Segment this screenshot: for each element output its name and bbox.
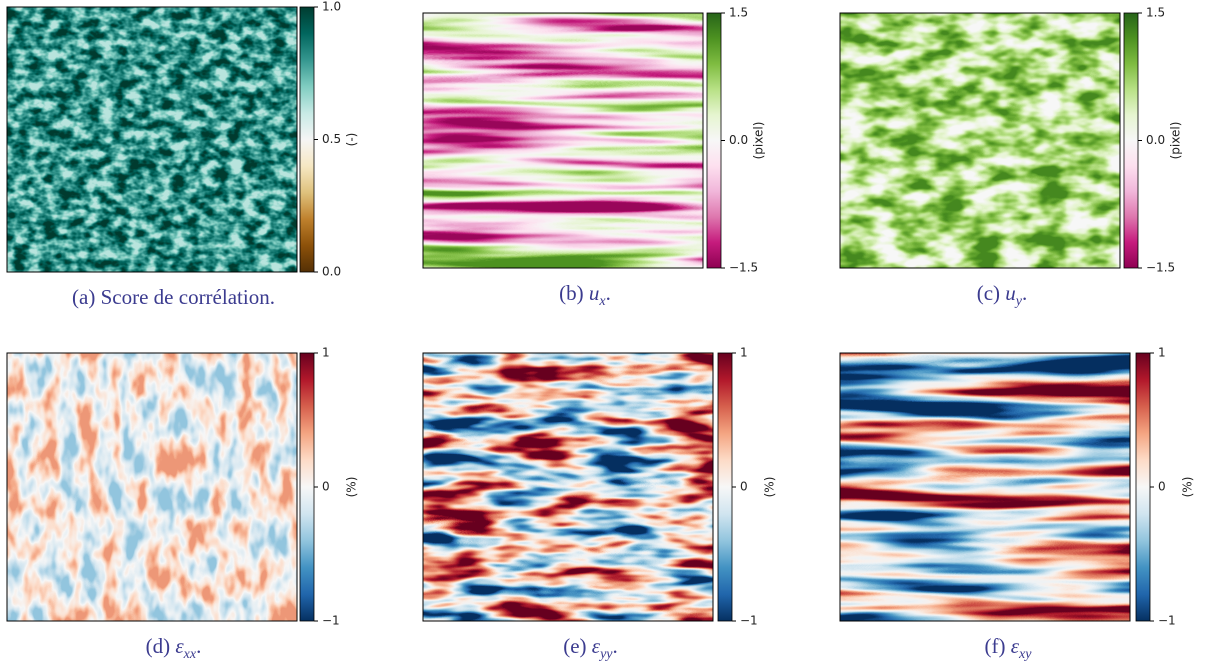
colorbar xyxy=(706,12,722,269)
caption: (c) uy. xyxy=(977,281,1028,309)
colorbar xyxy=(717,352,733,622)
caption-end: . xyxy=(1022,281,1027,305)
colorbar-tick-label: 1.0 xyxy=(322,0,341,14)
colorbar-label: (pixel) xyxy=(1169,122,1183,160)
caption: (d) εxx. xyxy=(146,634,202,662)
caption-end: . xyxy=(613,634,618,658)
caption: (b) ux. xyxy=(559,281,611,309)
plot-frame xyxy=(6,6,298,273)
heatmap-image xyxy=(7,7,297,272)
colorbar xyxy=(299,352,315,622)
colorbar xyxy=(1135,352,1151,622)
plot-frame xyxy=(839,12,1121,269)
caption-end: . xyxy=(606,281,611,305)
caption-label: (a) xyxy=(72,285,95,309)
colorbar-tick-label: −1.5 xyxy=(729,261,758,275)
colorbar-tick-label: −1 xyxy=(322,614,340,628)
colorbar xyxy=(299,6,315,273)
caption-symbol: ε xyxy=(175,634,184,658)
caption: (e) εyy. xyxy=(563,634,618,662)
colorbar-tick-label: 1 xyxy=(740,346,748,360)
colorbar-tick-label: −1 xyxy=(740,614,758,628)
caption-subscript: xx xyxy=(183,647,197,662)
caption-label: (d) xyxy=(146,634,171,658)
caption-label: (b) xyxy=(559,281,584,305)
colorbar-tick-label: 1 xyxy=(322,346,330,360)
caption-subscript: xy xyxy=(1018,647,1032,662)
colorbar-label: (%) xyxy=(1181,477,1195,498)
colorbar-label: (-) xyxy=(345,133,359,147)
heatmap-image xyxy=(423,353,713,621)
colorbar-tick-label: 0.0 xyxy=(322,265,341,279)
colorbar xyxy=(1123,12,1139,269)
caption-symbol: ε xyxy=(1011,634,1020,658)
caption-subscript: yy xyxy=(598,647,613,662)
colorbar-label: (%) xyxy=(763,477,777,498)
caption-symbol: ε xyxy=(592,634,601,658)
plot-frame xyxy=(6,352,298,622)
heatmap-image xyxy=(7,353,297,621)
plot-frame xyxy=(422,12,704,269)
colorbar-label: (pixel) xyxy=(752,122,766,160)
caption-symbol: u xyxy=(1005,281,1016,305)
colorbar-tick-label: 1.5 xyxy=(1146,6,1165,20)
colorbar-tick-label: 0.0 xyxy=(729,133,748,147)
caption-label: (f) xyxy=(985,634,1006,658)
colorbar-tick-label: 0 xyxy=(1158,480,1166,494)
caption-label: (c) xyxy=(977,281,1000,305)
caption-subscript: x xyxy=(598,294,606,309)
caption-text: Score de corrélation. xyxy=(101,285,275,309)
colorbar-tick-label: 1 xyxy=(1158,346,1166,360)
caption-symbol: u xyxy=(589,281,600,305)
caption: (f) εxy xyxy=(985,634,1033,662)
heatmap-image xyxy=(840,13,1120,268)
heatmap-image xyxy=(423,13,703,268)
caption-end: . xyxy=(196,634,201,658)
colorbar-tick-label: 0.0 xyxy=(1146,133,1165,147)
colorbar-tick-label: 0 xyxy=(740,480,748,494)
colorbar-label: (%) xyxy=(345,477,359,498)
plot-frame xyxy=(839,352,1131,622)
caption-subscript: y xyxy=(1014,294,1023,309)
caption-label: (e) xyxy=(563,634,586,658)
caption: (a) Score de corrélation. xyxy=(72,285,275,309)
colorbar-tick-label: 1.5 xyxy=(729,6,748,20)
colorbar-tick-label: −1 xyxy=(1158,614,1176,628)
colorbar-tick-label: 0 xyxy=(322,480,330,494)
colorbar-tick-label: −1.5 xyxy=(1146,261,1175,275)
colorbar-tick-label: 0.5 xyxy=(322,132,341,146)
heatmap-image xyxy=(840,353,1130,621)
plot-frame xyxy=(422,352,714,622)
